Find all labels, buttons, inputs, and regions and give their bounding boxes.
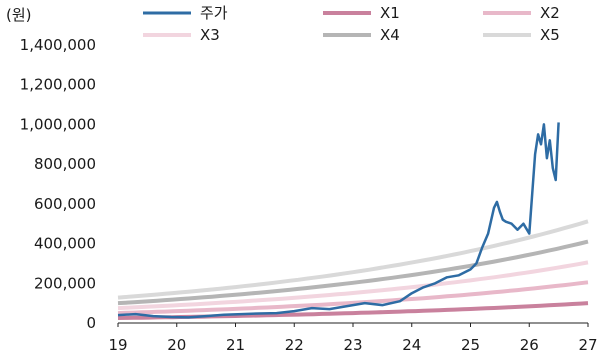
x-tick-label: 24 (402, 336, 421, 354)
y-axis-unit-label: (원) (6, 6, 32, 24)
x-tick-label: 26 (520, 336, 539, 354)
y-tick-label: 1,400,000 (20, 36, 96, 54)
y-tick-label: 1,000,000 (20, 115, 96, 133)
y-tick-label: 400,000 (34, 235, 96, 253)
x-tick-label: 23 (343, 336, 362, 354)
series-line-x2 (117, 280, 589, 316)
x-tick-label: 27 (578, 336, 597, 354)
legend-label-주가: 주가 (200, 4, 228, 22)
x-tick-label: 25 (461, 336, 480, 354)
y-tick-label: 0 (86, 314, 96, 332)
series-line-x4 (117, 239, 589, 306)
legend-label-x3: X3 (200, 26, 220, 44)
y-tick-label: 1,200,000 (20, 76, 96, 94)
x-tick-label: 20 (167, 336, 186, 354)
y-tick-label: 200,000 (34, 274, 96, 292)
series-line-x5 (117, 219, 589, 300)
y-tick-label: 600,000 (34, 195, 96, 213)
series-line-price (117, 122, 560, 319)
legend-label-x5: X5 (540, 26, 560, 44)
x-tick-label: 21 (226, 336, 245, 354)
legend-label-x1: X1 (380, 4, 400, 22)
y-tick-label: 800,000 (34, 155, 96, 173)
series-line-x3 (117, 260, 589, 311)
y-axis: 0 200,000 400,000 600,000 800,000 1,000,000 1,… (20, 36, 96, 332)
x-tick-label: 22 (285, 336, 304, 354)
chart-legend: 주가 X1 X2 X3 X4 X5 (143, 4, 560, 44)
series-layer (117, 122, 589, 320)
legend-label-x4: X4 (380, 26, 400, 44)
legend-label-x2: X2 (540, 4, 560, 22)
x-tick-label: 19 (108, 336, 127, 354)
x-axis: 19 20 21 22 23 24 25 26 27 (108, 322, 598, 354)
